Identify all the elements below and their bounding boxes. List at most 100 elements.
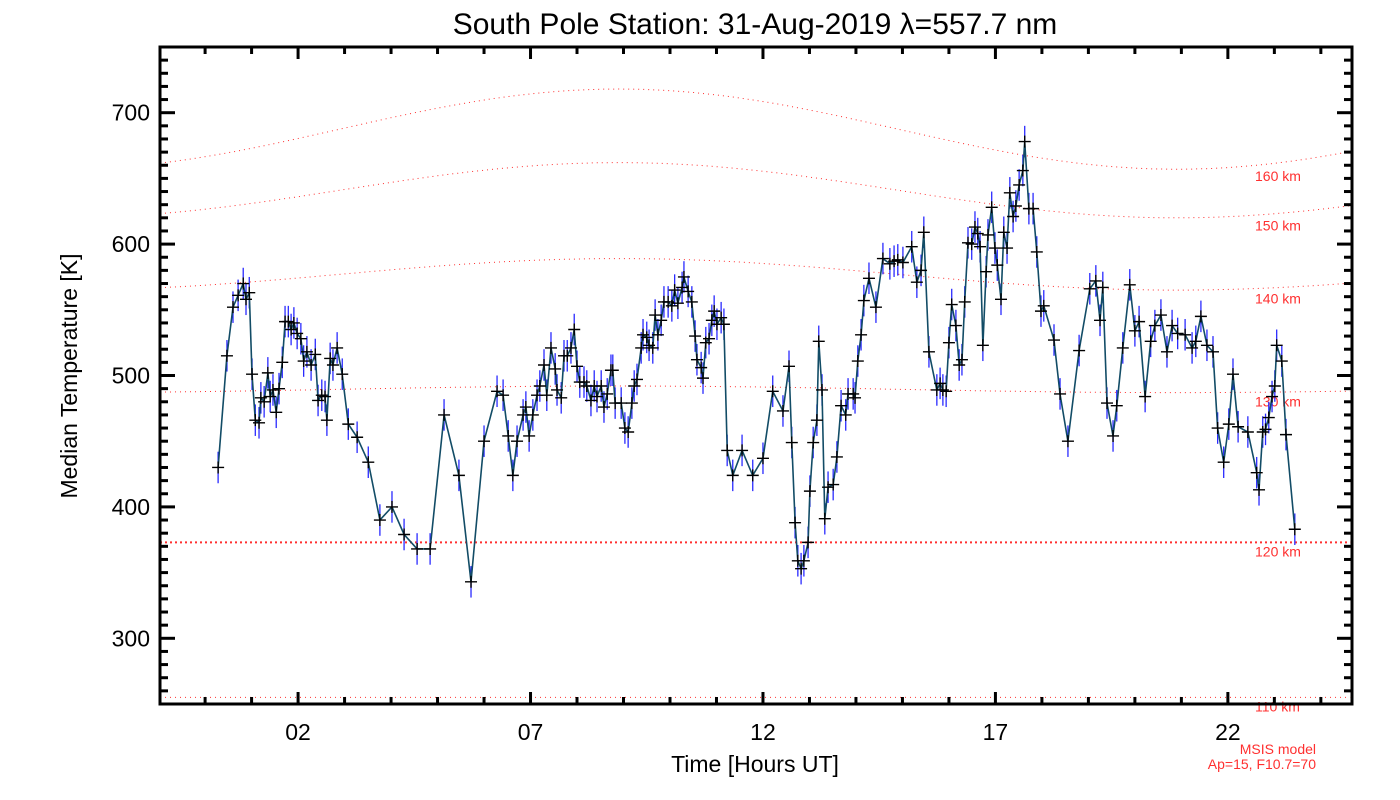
data-point: [971, 227, 984, 240]
data-point: [1107, 429, 1120, 442]
data-point: [1279, 428, 1292, 441]
y-tick-label: 400: [112, 494, 150, 520]
data-point: [243, 286, 256, 299]
data-point: [1123, 278, 1136, 291]
data-point: [555, 391, 568, 404]
data-point: [896, 256, 909, 269]
data-point: [595, 380, 608, 393]
data-point: [855, 328, 868, 341]
data-point: [253, 416, 266, 429]
data-point: [807, 436, 820, 449]
data-point: [630, 373, 643, 386]
data-point: [240, 293, 253, 306]
data-point: [1232, 420, 1245, 433]
data-point: [849, 391, 862, 404]
y-tick-label: 500: [112, 363, 150, 389]
data-point: [797, 554, 810, 567]
data-point: [264, 390, 277, 403]
data-markers: [212, 135, 1301, 588]
data-point: [1037, 299, 1050, 312]
data-point: [606, 364, 619, 377]
data-point: [331, 341, 344, 354]
x-tick-label: 12: [750, 719, 776, 745]
data-point: [1256, 426, 1269, 439]
data-point: [905, 240, 918, 253]
data-point: [398, 528, 411, 541]
data-point: [876, 252, 889, 265]
data-point: [1253, 483, 1266, 496]
data-point: [1270, 339, 1283, 352]
data-point: [1154, 309, 1167, 322]
data-point: [1101, 397, 1113, 410]
data-point: [1207, 345, 1219, 358]
data-point: [690, 353, 703, 366]
data-point: [1186, 341, 1199, 354]
data-point: [677, 270, 690, 283]
data-point: [319, 390, 332, 403]
data-point: [671, 297, 684, 310]
data-point: [273, 382, 286, 395]
data-point: [640, 331, 653, 344]
data-point: [226, 301, 239, 314]
data-point: [915, 264, 928, 277]
msis-model-note: MSIS model: [1240, 741, 1316, 757]
data-point: [1262, 411, 1275, 424]
data-point: [538, 358, 551, 371]
data-point: [351, 431, 364, 444]
data-point: [703, 332, 716, 345]
axis-ticks: 300 400 500 600 700 02 07 12 17 22: [112, 47, 1352, 745]
data-point: [549, 362, 562, 375]
model-curve-140-km: [159, 258, 1351, 291]
data-point: [756, 452, 769, 465]
data-point: [682, 285, 695, 298]
data-point: [305, 358, 318, 371]
data-point: [991, 259, 1004, 272]
data-point: [1003, 186, 1016, 199]
data-point: [976, 339, 989, 352]
data-point: [1189, 335, 1202, 348]
data-point: [1048, 334, 1060, 347]
data-point: [362, 456, 375, 469]
data-point: [766, 385, 779, 398]
data-point: [968, 221, 981, 234]
data-point: [726, 469, 739, 482]
data-point: [1030, 245, 1043, 258]
data-point: [261, 366, 274, 379]
data-point: [974, 240, 987, 253]
data-point: [411, 542, 424, 555]
model-curve-label: 130 km: [1255, 393, 1301, 409]
data-point: [1007, 210, 1020, 223]
data-point: [385, 500, 398, 513]
data-point: [342, 418, 355, 431]
data-point: [336, 368, 349, 381]
data-point: [1166, 319, 1179, 332]
data-point: [246, 368, 259, 381]
model-curve-160-km: [159, 88, 1351, 170]
y-tick-label: 600: [112, 231, 150, 257]
data-point: [1128, 324, 1141, 337]
data-point: [715, 311, 728, 324]
data-point: [276, 356, 289, 369]
data-point: [266, 383, 279, 396]
data-point: [945, 298, 958, 311]
data-point: [965, 238, 978, 251]
data-point: [803, 485, 816, 498]
data-point: [980, 265, 993, 278]
data-point: [822, 481, 835, 494]
data-point: [465, 575, 478, 588]
data-point: [523, 429, 536, 442]
data-point: [917, 226, 930, 239]
data-point: [857, 294, 870, 307]
model-curve-label: 120 km: [1255, 543, 1301, 559]
data-point: [237, 277, 250, 290]
data-point: [1034, 305, 1047, 318]
data-point: [452, 469, 465, 482]
data-point: [297, 355, 310, 368]
data-point: [1013, 178, 1026, 191]
data-point: [995, 293, 1007, 306]
data-point: [1179, 328, 1192, 341]
data-point: [526, 408, 539, 421]
data-point: [827, 478, 840, 491]
data-point: [1061, 435, 1074, 448]
